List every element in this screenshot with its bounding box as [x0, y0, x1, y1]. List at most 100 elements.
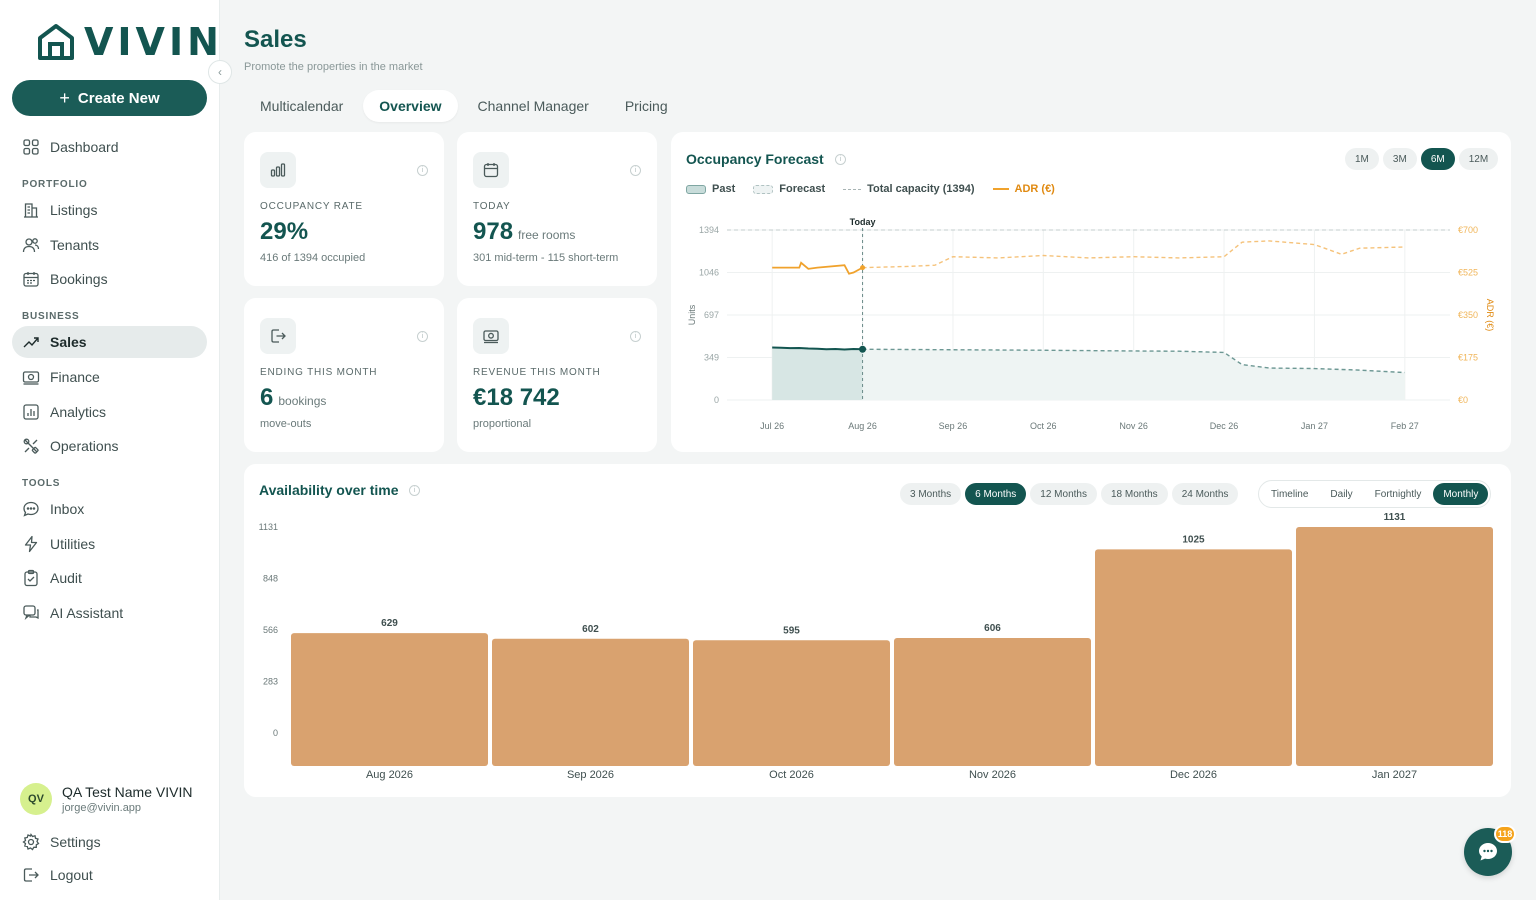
info-icon[interactable]: i	[630, 331, 641, 342]
availability-chart[interactable]: 0 283 566 848 1131 629 Aug 2026 602 Sep 2026 595 O…	[244, 505, 1511, 790]
adr-line-past	[772, 261, 863, 275]
range-3-months-button[interactable]: 3 Months	[900, 483, 962, 505]
gear-icon	[22, 833, 40, 851]
sidebar-item-label: Bookings	[50, 271, 108, 287]
info-icon[interactable]: i	[417, 331, 428, 342]
legend-adr[interactable]: ADR (€)	[992, 183, 1055, 195]
legend-swatch	[843, 188, 862, 190]
users-icon	[22, 238, 40, 253]
bar-value-label: 1025	[1182, 534, 1205, 545]
x-tick-label: Feb 27	[1391, 421, 1419, 431]
dashboard-icon	[23, 139, 39, 155]
kpi-subtext: 416 of 1394 occupied	[260, 252, 366, 264]
kpi-number: 6	[260, 384, 274, 411]
sidebar-item-label: Listings	[50, 202, 98, 218]
y-tick-label: 848	[263, 574, 278, 584]
legend-label: Forecast	[779, 183, 826, 195]
x-tick-label: Dec 2026	[1170, 769, 1217, 781]
legend-capacity[interactable]: Total capacity (1394)	[843, 183, 975, 195]
vivin-logo[interactable]: VIVIN	[36, 22, 223, 62]
x-tick-label: Aug 26	[848, 421, 877, 431]
sidebar-item-tenants[interactable]: Tenants	[12, 229, 207, 261]
info-icon[interactable]: i	[835, 154, 846, 165]
sidebar-item-audit[interactable]: Audit	[12, 562, 207, 594]
granularity-daily-button[interactable]: Daily	[1330, 488, 1353, 500]
granularity-fortnightly-button[interactable]: Fortnightly	[1374, 488, 1422, 500]
range-1m-button[interactable]: 1M	[1345, 148, 1379, 170]
occupancy-forecast-chart[interactable]: 0 349 697 1046 1394 €0 €175 €350 €525 €700 Jul 26 A…	[671, 205, 1511, 445]
move-out-icon	[260, 318, 296, 354]
sidebar-item-label: Tenants	[50, 237, 100, 253]
sidebar-item-label: Inbox	[50, 501, 85, 517]
logout-link[interactable]: Logout	[12, 859, 207, 891]
sidebar-item-label: Operations	[50, 438, 119, 454]
chat-icon	[23, 501, 39, 517]
sidebar-item-sales[interactable]: Sales	[12, 326, 207, 358]
collapse-sidebar-button[interactable]: ‹	[208, 60, 232, 84]
range-6m-button[interactable]: 6M	[1420, 148, 1455, 170]
tab-channel-manager[interactable]: Channel Manager	[477, 98, 589, 114]
tab-multicalendar[interactable]: Multicalendar	[260, 98, 344, 114]
range-24-months-button[interactable]: 24 Months	[1171, 483, 1239, 505]
availability-bar	[492, 638, 689, 766]
user-name: QA Test Name VIVIN	[62, 784, 193, 800]
calendar-icon	[23, 272, 39, 287]
y-tick-label: 0	[714, 395, 719, 405]
sidebar-item-analytics[interactable]: Analytics	[12, 396, 207, 428]
create-new-button[interactable]: + Create New	[12, 80, 207, 116]
range-12m-button[interactable]: 12M	[1458, 148, 1499, 170]
info-icon[interactable]: i	[630, 165, 641, 176]
money-icon	[22, 371, 40, 385]
tools-icon	[23, 438, 39, 454]
calendar-icon	[473, 152, 509, 188]
page-subtitle: Promote the properties in the market	[244, 61, 423, 73]
sidebar-item-ai-assistant[interactable]: AI Assistant	[12, 597, 207, 629]
kpi-subtext: proportional	[473, 418, 532, 430]
today-label: Today	[850, 217, 876, 227]
tab-overview[interactable]: Overview	[363, 90, 458, 122]
x-tick-label: Jan 27	[1301, 421, 1328, 431]
legend-past[interactable]: Past	[686, 183, 735, 195]
granularity-timeline-button[interactable]: Timeline	[1271, 488, 1309, 500]
kpi-label: TODAY	[473, 201, 511, 212]
section-portfolio: PORTFOLIO	[22, 179, 88, 190]
range-3m-button[interactable]: 3M	[1382, 148, 1417, 170]
sidebar-item-label: Sales	[50, 334, 87, 350]
legend-forecast[interactable]: Forecast	[753, 183, 825, 195]
chat-bubble-icon	[1479, 843, 1497, 861]
sidebar-item-inbox[interactable]: Inbox	[12, 493, 207, 525]
create-new-label: Create New	[77, 89, 160, 107]
settings-link[interactable]: Settings	[12, 826, 207, 858]
info-icon[interactable]: i	[417, 165, 428, 176]
y2-tick-label: €175	[1458, 353, 1478, 363]
forecast-line	[862, 348, 1405, 374]
sidebar-item-utilities[interactable]: Utilities	[12, 528, 207, 560]
sidebar-item-label: Utilities	[50, 536, 96, 552]
y-axis-label: Units	[687, 304, 697, 325]
granularity-monthly-button[interactable]: Monthly	[1433, 483, 1489, 505]
sidebar-item-label: AI Assistant	[50, 605, 124, 621]
sales-tabs: Multicalendar Overview Channel Manager P…	[244, 90, 684, 122]
x-tick-label: Nov 26	[1119, 421, 1148, 431]
info-icon[interactable]: i	[409, 485, 420, 496]
range-18-months-button[interactable]: 18 Months	[1100, 483, 1168, 505]
sidebar: VIVIN + Create New Dashboard PORTFOLIO L…	[0, 0, 220, 900]
range-6-months-button[interactable]: 6 Months	[965, 483, 1027, 505]
sidebar-item-dashboard[interactable]: Dashboard	[12, 131, 207, 163]
adr-line-forecast	[862, 240, 1405, 269]
sidebar-item-bookings[interactable]: Bookings	[12, 263, 207, 295]
sidebar-item-operations[interactable]: Operations	[12, 430, 207, 462]
forecast-area	[862, 349, 1405, 400]
sidebar-item-listings[interactable]: Listings	[12, 194, 207, 226]
occupancy-forecast-title: Occupancy Forecast	[686, 151, 824, 167]
today-units-point	[859, 345, 867, 353]
past-area	[772, 347, 863, 400]
y-tick-label: 697	[704, 310, 719, 320]
chart-icon	[23, 404, 39, 420]
x-tick-label: Dec 26	[1210, 421, 1239, 431]
kpi-number: 29%	[260, 218, 309, 245]
sidebar-item-finance[interactable]: Finance	[12, 361, 207, 393]
tab-pricing[interactable]: Pricing	[624, 98, 668, 114]
range-12-months-button[interactable]: 12 Months	[1030, 483, 1097, 505]
user-profile[interactable]: QV QA Test Name VIVIN jorge@vivin.app	[20, 783, 192, 815]
